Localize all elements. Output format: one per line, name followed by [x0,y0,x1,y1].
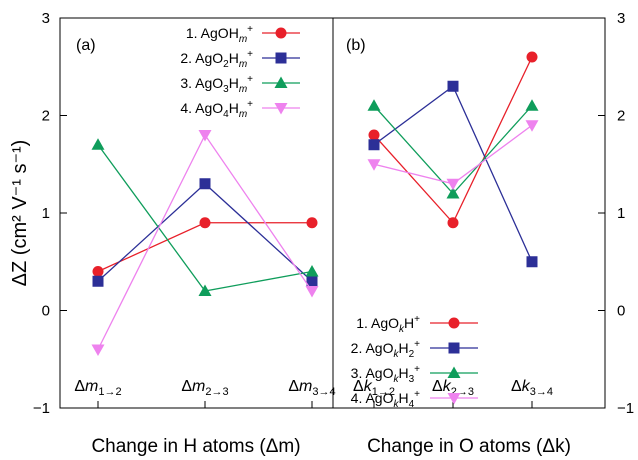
panel-a-data-point [91,138,105,150]
panel-a-data-point [198,130,212,142]
panel-b-legend-marker-2 [448,342,460,354]
panel-a-legend-marker-3 [274,76,288,88]
panel-a-legend: 1. AgOHm+ 2. AgO2Hm+ 3. AgO3Hm+ 4. AgO4Hm+ [180,24,300,120]
panel-b-label: (b) [346,37,366,54]
panel-a-data-point [306,275,318,287]
panel-a-data-point [305,286,319,298]
panel-b-y-tick-label: 2 [617,108,625,125]
panel-b-legend: 1. AgOkH+ 2. AgOkH2+ 3. AgOkH3+ 4. AgOkH4+ [351,314,478,410]
panel-b-data-point [367,159,381,171]
panel-b-series [367,51,539,268]
panel-a-x-tick-label: Δm2→3 [181,378,228,398]
panel-a-label: (a) [76,37,96,54]
panel-a-data-point [306,217,318,229]
panel-a-axes: −1 0 1 2 3 Δm1→2 Δm2→3 Δm3→4 [33,10,336,417]
panel-a-data-point [199,217,211,229]
panel-b-y-tick-label: 3 [617,10,625,27]
panel-a-data-point [199,178,211,190]
panel-a-series-line-2 [97,182,313,282]
panel-a-data-point [305,265,319,277]
panel-a-series-line-4 [97,133,313,350]
panel-a-data-point [92,266,104,277]
panel-b-data-point [368,129,380,141]
panel-a-series [91,130,319,356]
panel-b-legend-label-4: 4. AgOkH4+ [351,389,421,410]
panel-a-y-tick-label: 1 [42,205,50,222]
panel-a-legend-marker-4 [274,103,288,115]
panel-a-x-tick-label: Δm1→2 [74,378,121,398]
panel-b-data-point [526,51,538,63]
panel-a-data-point [198,284,212,296]
panel-b-data-point [446,178,460,191]
panel-b-x-tick-label: Δk1→2 [353,378,395,398]
panel-a-y-tick-label: 0 [42,303,50,320]
panel-a-legend-label-3: 3. AgO3Hm+ [180,74,253,95]
panel-b-series-line-2 [373,85,533,263]
panel-a-legend-label-1: 1. AgOHm+ [186,24,253,45]
panel-b-legend-label-3: 3. AgOkH3+ [351,364,421,385]
panel-a-x-axis-label: Change in H atoms (Δm) [91,436,300,457]
panel-a-legend-marker-1 [275,27,287,39]
panel-b-data-point [525,120,539,132]
panel-b-y-tick-label: 0 [617,303,625,320]
panel-b-legend-marker-3 [447,366,461,378]
panel-b-data-point [367,99,381,111]
panel-b-legend-marker-1 [448,317,460,329]
panel-b-x-axis-label: Change in O atoms (Δk) [367,436,571,457]
panel-b-y-tick-label: −1 [617,400,634,417]
panel-b-data-point [447,80,459,92]
panel-b-data-point [446,187,460,199]
panel-a-legend-label-4: 4. AgO4Hm+ [180,99,253,120]
panel-b-data-point [447,217,459,229]
panel-b-x-tick-label: Δk3→4 [511,378,553,398]
panel-a-series-line-1 [97,222,312,273]
panel-b-data-point [525,99,539,111]
y-axis-label: ΔZ (cm² V⁻¹ s⁻¹) [9,140,31,287]
panel-a-data-point [92,275,104,287]
panel-a-legend-label-2: 2. AgO2Hm+ [180,49,253,70]
panel-b-data-point [526,256,538,268]
panel-a-y-tick-label: 3 [42,10,50,27]
panel-b-legend-label-2: 2. AgOkH2+ [351,339,421,360]
panel-b-legend-label-1: 1. AgOkH+ [356,314,420,335]
panel-b-data-point [368,139,380,151]
panel-a-data-point [91,344,105,356]
panel-a-y-tick-label: 2 [42,108,50,125]
panel-a-legend-marker-2 [275,52,287,64]
panel-b-legend-marker-4 [447,393,461,405]
panel-a-y-tick-label: −1 [33,400,50,417]
panel-b-y-tick-label: 1 [617,205,625,222]
panel-a-x-tick-label: Δm3→4 [288,378,335,398]
panel-b-series-line-4 [373,124,533,185]
